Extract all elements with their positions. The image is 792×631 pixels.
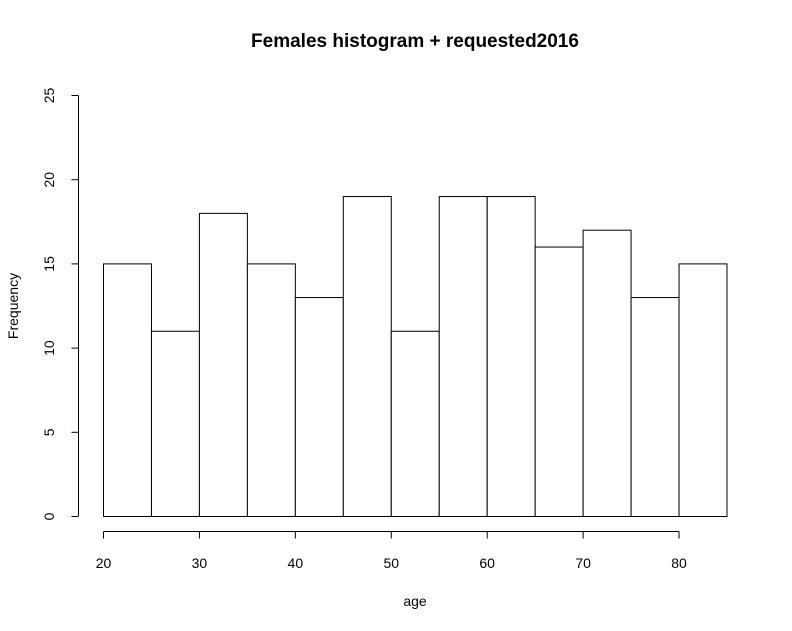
- histogram-bar: [438, 196, 488, 517]
- x-tick-label: 50: [383, 555, 399, 571]
- histogram-bar: [342, 196, 392, 517]
- x-tick-label: 60: [479, 555, 495, 571]
- histogram-bar: [246, 263, 296, 517]
- y-tick-label: 20: [41, 172, 57, 188]
- chart-title: Females histogram + requested2016: [251, 31, 579, 52]
- y-tick-label: 5: [41, 428, 57, 436]
- histogram-bar: [150, 330, 200, 518]
- x-tick-label: 40: [288, 555, 304, 571]
- x-tick-label: 30: [192, 555, 208, 571]
- y-axis-label: Frequency: [5, 273, 21, 339]
- histogram-bar: [294, 297, 344, 517]
- x-tick-label: 70: [575, 555, 591, 571]
- y-tick-label: 15: [41, 256, 57, 272]
- histogram-bar: [390, 330, 440, 518]
- y-tick-label: 25: [41, 88, 57, 104]
- histogram-bar: [630, 297, 680, 517]
- y-tick-label: 10: [41, 340, 57, 356]
- bars-group: [103, 196, 728, 518]
- y-axis: 0 5 10 15 20 25: [41, 88, 79, 520]
- histogram-bar: [103, 263, 152, 517]
- histogram-bar: [486, 196, 536, 517]
- x-axis-label: age: [403, 593, 427, 609]
- x-tick-label: 20: [96, 555, 112, 571]
- histogram-bar: [678, 263, 728, 517]
- x-tick-label: 80: [671, 555, 687, 571]
- histogram-bar: [198, 212, 248, 517]
- x-axis: 20 30 40 50 60 70 80: [96, 531, 687, 571]
- histogram-bar: [534, 246, 584, 517]
- y-tick-label: 0: [41, 512, 57, 520]
- histogram-bar: [582, 229, 632, 517]
